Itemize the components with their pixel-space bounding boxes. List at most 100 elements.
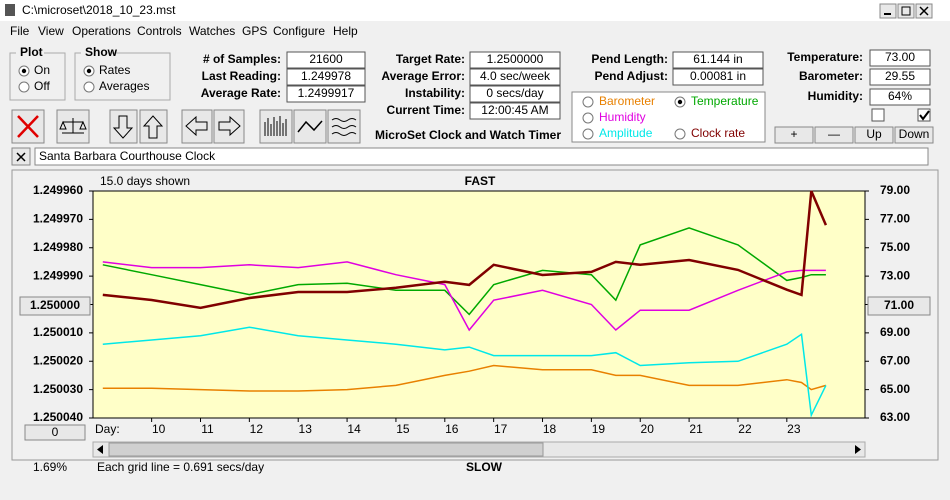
field-label: Temperature: bbox=[787, 50, 863, 64]
window-title: C:\microset\2018_10_23.mst bbox=[22, 3, 176, 17]
field-label: Humidity: bbox=[808, 89, 863, 103]
series-line bbox=[102, 190, 828, 310]
y-tick-label: 1.249970 bbox=[33, 212, 83, 226]
window-controls[interactable] bbox=[879, 3, 933, 19]
field-value: 4.0 sec/week bbox=[480, 69, 551, 83]
checkbox[interactable] bbox=[917, 108, 931, 122]
button-label[interactable]: Up bbox=[866, 127, 882, 141]
button[interactable] bbox=[814, 126, 854, 144]
field-label: Target Rate: bbox=[396, 52, 465, 66]
field-value: 21600 bbox=[309, 52, 343, 66]
x-axis-label: Day: bbox=[95, 422, 120, 436]
button[interactable] bbox=[854, 126, 894, 144]
menu-item[interactable]: Watches bbox=[189, 24, 235, 38]
x-tick-label: 13 bbox=[299, 422, 313, 436]
radio[interactable] bbox=[83, 81, 95, 93]
center-button[interactable] bbox=[19, 296, 91, 316]
radio-label[interactable]: Rates bbox=[99, 63, 130, 77]
button[interactable] bbox=[894, 126, 934, 144]
x-tick-label: 21 bbox=[689, 422, 703, 436]
field-box bbox=[869, 49, 931, 67]
y-tick-label: 1.249980 bbox=[33, 240, 83, 254]
series-line bbox=[102, 364, 827, 392]
field-box bbox=[286, 51, 366, 69]
radio-label[interactable]: Averages bbox=[99, 79, 149, 93]
y-tick-label: 1.250020 bbox=[33, 353, 83, 367]
legend-label[interactable]: Clock rate bbox=[691, 126, 745, 140]
y2-tick-label: 67.00 bbox=[880, 353, 910, 367]
field-box bbox=[469, 102, 561, 120]
menu-item[interactable]: Operations bbox=[72, 24, 131, 38]
group-title-bg bbox=[16, 47, 44, 59]
x-tick-label: 14 bbox=[347, 422, 361, 436]
field-label: # of Samples: bbox=[203, 52, 281, 66]
clock-name-input[interactable] bbox=[34, 147, 929, 166]
menu-item[interactable]: GPS bbox=[242, 24, 267, 38]
legend-label[interactable]: Barometer bbox=[599, 94, 655, 108]
menu-item[interactable]: Controls bbox=[137, 24, 182, 38]
fast-label: FAST bbox=[465, 174, 496, 188]
button-label[interactable]: Down bbox=[899, 127, 930, 141]
button[interactable] bbox=[774, 126, 814, 144]
app-icon bbox=[5, 4, 15, 16]
menu-item[interactable]: Configure bbox=[273, 24, 325, 38]
field-label: Average Error: bbox=[381, 69, 465, 83]
center-button-label[interactable]: 1.250000 bbox=[30, 298, 80, 312]
menu-item[interactable]: Help bbox=[333, 24, 358, 38]
bars-glyph bbox=[264, 116, 287, 136]
legend-label[interactable]: Amplitude bbox=[599, 126, 653, 140]
close-glyph bbox=[919, 6, 929, 16]
y-tick-label: 1.249990 bbox=[33, 268, 83, 282]
menu-item[interactable]: File bbox=[10, 24, 30, 38]
minimize-button[interactable] bbox=[879, 3, 897, 19]
field-box bbox=[672, 51, 764, 69]
line-glyph bbox=[297, 120, 323, 133]
slow-label: SLOW bbox=[466, 460, 503, 474]
field-label: Current Time: bbox=[387, 103, 465, 117]
field-value: 29.55 bbox=[885, 69, 915, 83]
legend-radio[interactable] bbox=[582, 96, 594, 108]
legend-radio[interactable] bbox=[674, 128, 686, 140]
x-tick-label: 17 bbox=[494, 422, 508, 436]
down-arrow-glyph bbox=[112, 115, 134, 139]
field-box bbox=[869, 68, 931, 86]
field-box bbox=[286, 68, 366, 86]
y2-tick-label: 65.00 bbox=[880, 382, 910, 396]
series-line bbox=[102, 326, 827, 418]
legend-radio[interactable] bbox=[582, 128, 594, 140]
legend-label[interactable]: Temperature bbox=[691, 94, 759, 108]
left-button-label[interactable]: 0 bbox=[52, 425, 59, 439]
right-button[interactable] bbox=[867, 296, 931, 316]
x-tick-label: 15 bbox=[396, 422, 410, 436]
field-value: 1.2500000 bbox=[487, 52, 544, 66]
group-title: Show bbox=[85, 45, 118, 59]
button-label[interactable]: — bbox=[828, 127, 840, 141]
field-value: 73.00 bbox=[885, 50, 915, 64]
right-button-label[interactable]: 71.00 bbox=[884, 298, 914, 312]
button-label[interactable]: + bbox=[790, 127, 797, 141]
field-box bbox=[469, 51, 561, 69]
y2-tick-label: 79.00 bbox=[880, 183, 910, 197]
clear-name-glyph bbox=[16, 152, 26, 162]
field-value: 1.249978 bbox=[301, 69, 351, 83]
x-tick-label: 12 bbox=[250, 422, 264, 436]
scroll-thumb[interactable] bbox=[108, 442, 544, 457]
radio[interactable] bbox=[18, 81, 30, 93]
maximize-button[interactable] bbox=[897, 3, 915, 19]
legend-radio[interactable] bbox=[582, 112, 594, 124]
x-tick-label: 11 bbox=[201, 422, 214, 436]
field-label: Instability: bbox=[405, 86, 465, 100]
field-label: Average Rate: bbox=[201, 86, 281, 100]
group-title-bg bbox=[81, 47, 109, 59]
days-shown: 15.0 days shown bbox=[100, 174, 190, 188]
left-button[interactable] bbox=[24, 424, 86, 441]
radio-label[interactable]: On bbox=[34, 63, 50, 77]
x-tick-label: 23 bbox=[787, 422, 801, 436]
checkbox[interactable] bbox=[871, 108, 885, 122]
radio-dot bbox=[86, 68, 92, 74]
field-label: Barometer: bbox=[799, 69, 863, 83]
legend-label[interactable]: Humidity bbox=[599, 110, 646, 124]
group-box bbox=[74, 52, 171, 101]
radio-label[interactable]: Off bbox=[34, 79, 50, 93]
menu-item[interactable]: View bbox=[38, 24, 64, 38]
